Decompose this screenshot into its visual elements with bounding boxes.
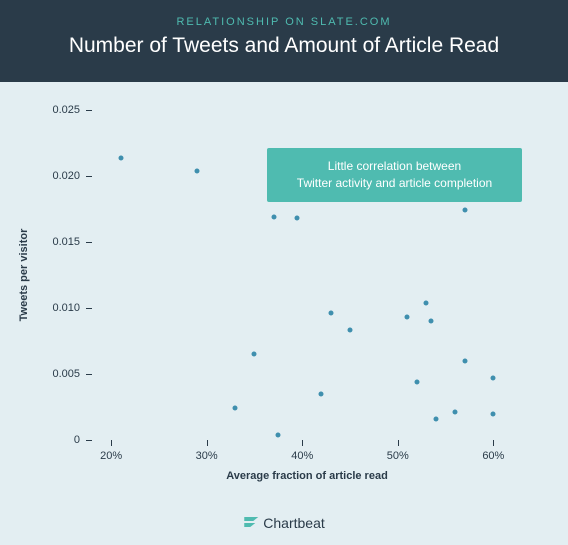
data-point — [453, 410, 458, 415]
data-point — [429, 319, 434, 324]
data-point — [462, 358, 467, 363]
y-tick-label: 0.010 — [52, 302, 80, 314]
data-point — [434, 416, 439, 421]
x-tick-label: 40% — [291, 450, 313, 462]
y-tick-mark — [86, 374, 92, 375]
data-point — [118, 155, 123, 160]
y-tick-mark — [86, 308, 92, 309]
x-axis-label: Average fraction of article read — [226, 470, 388, 482]
data-point — [405, 315, 410, 320]
y-tick-mark — [86, 110, 92, 111]
y-tick-label: 0.015 — [52, 236, 80, 248]
x-tick-label: 60% — [482, 450, 504, 462]
annotation-line-2: Twitter activity and article completion — [279, 175, 510, 192]
data-point — [424, 300, 429, 305]
data-point — [491, 375, 496, 380]
y-tick-mark — [86, 176, 92, 177]
data-point — [319, 391, 324, 396]
y-axis-label: Tweets per visitor — [18, 229, 30, 322]
x-tick-mark — [302, 440, 303, 446]
data-point — [491, 411, 496, 416]
data-point — [271, 214, 276, 219]
data-point — [276, 432, 281, 437]
y-tick-label: 0.005 — [52, 368, 80, 380]
data-point — [295, 216, 300, 221]
y-tick-label: 0.020 — [52, 170, 80, 182]
scatter-plot: Little correlation between Twitter activ… — [92, 110, 522, 440]
annotation-line-1: Little correlation between — [279, 158, 510, 175]
y-tick-mark — [86, 440, 92, 441]
x-tick-label: 50% — [387, 450, 409, 462]
data-point — [328, 311, 333, 316]
y-tick-mark — [86, 242, 92, 243]
chart-annotation: Little correlation between Twitter activ… — [267, 148, 522, 202]
chart-title: Number of Tweets and Amount of Article R… — [10, 34, 558, 58]
chart-card: RELATIONSHIP ON SLATE.COM Number of Twee… — [0, 0, 568, 545]
data-point — [252, 352, 257, 357]
data-point — [414, 379, 419, 384]
x-tick-mark — [493, 440, 494, 446]
x-tick-mark — [398, 440, 399, 446]
data-point — [233, 406, 238, 411]
y-tick-label: 0 — [74, 434, 80, 446]
x-tick-label: 20% — [100, 450, 122, 462]
data-point — [195, 168, 200, 173]
chart-subtitle: RELATIONSHIP ON SLATE.COM — [10, 16, 558, 28]
data-point — [348, 328, 353, 333]
chartbeat-icon — [243, 516, 259, 530]
x-tick-mark — [207, 440, 208, 446]
brand-name: Chartbeat — [263, 515, 324, 531]
data-point — [462, 208, 467, 213]
x-tick-label: 30% — [196, 450, 218, 462]
y-tick-label: 0.025 — [52, 104, 80, 116]
brand-logo: Chartbeat — [243, 515, 324, 531]
x-tick-mark — [111, 440, 112, 446]
chart-header: RELATIONSHIP ON SLATE.COM Number of Twee… — [0, 0, 568, 82]
